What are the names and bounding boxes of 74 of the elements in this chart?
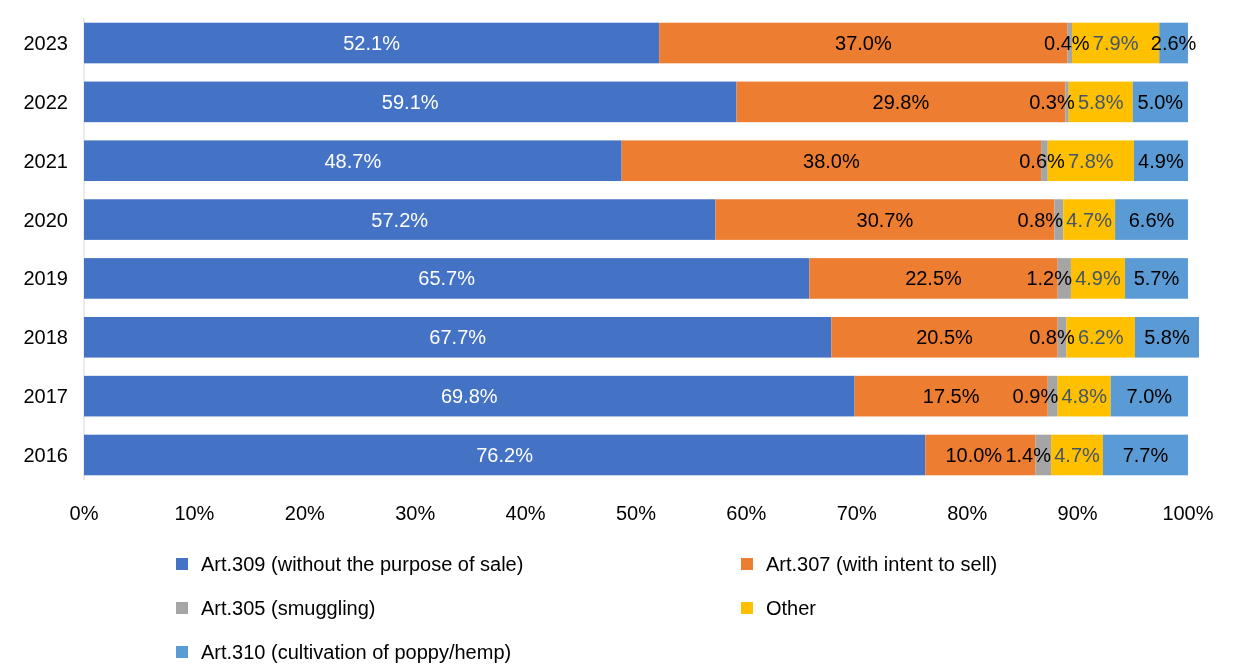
y-tick-label: 2016 [23,443,68,466]
data-label: 59.1% [381,90,439,113]
data-label: 6.6% [1128,208,1175,231]
data-label: 1.2% [1026,267,1073,290]
legend-label: Art.310 (cultivation of poppy/hemp) [201,641,512,663]
data-label: 4.9% [1138,149,1184,172]
data-label: 17.5% [922,385,980,408]
bar [84,316,832,358]
data-label: 5.7% [1133,267,1180,290]
data-label: 0.8% [1017,208,1064,231]
data-label: 67.7% [429,326,487,349]
bar [84,140,622,182]
data-label: 4.7% [1066,208,1113,231]
legend-label: Art.305 (smuggling) [201,597,376,619]
data-label: 0.3% [1029,90,1075,113]
x-tick-label: 100% [1162,502,1214,524]
data-label: 38.0% [803,149,860,172]
data-label: 0.9% [1012,385,1059,408]
data-label: 22.5% [905,267,963,290]
bar [84,375,855,417]
data-label: 1.4% [1005,443,1052,466]
y-tick-label: 2019 [23,267,68,290]
data-label: 5.8% [1077,90,1124,113]
data-label: 29.8% [872,90,930,113]
data-label: 4.7% [1054,443,1101,466]
x-tick-label: 60% [726,502,767,524]
data-label: 7.0% [1126,385,1173,408]
x-tick-label: 10% [174,502,215,524]
data-label: 4.9% [1075,267,1121,290]
x-tick-label: 30% [395,502,436,524]
data-label: 6.2% [1077,326,1124,349]
bar [1115,199,1188,240]
data-label: 69.8% [440,385,498,408]
y-tick-label: 2018 [23,326,68,349]
bar [1102,434,1188,476]
data-label: 37.0% [835,32,892,55]
y-tick-label: 2022 [23,90,68,113]
legend-label: Art.307 (with intent to sell) [766,553,998,575]
y-tick-label: 2023 [23,32,68,55]
data-label: 76.2% [476,443,534,466]
bar [1125,258,1188,299]
data-label: 10.0% [945,443,1003,466]
data-label: 5.8% [1144,326,1190,349]
y-tick-label: 2017 [23,385,68,408]
bar [84,199,716,240]
bar [84,81,737,123]
data-label: 4.8% [1061,385,1108,408]
data-label: 65.7% [418,267,476,290]
x-tick-label: 20% [284,502,326,524]
data-label: 57.2% [371,208,429,231]
data-label: 0.6% [1019,149,1066,172]
data-label: 7.7% [1122,443,1169,466]
data-label: 30.7% [856,208,914,231]
bar [84,22,660,64]
data-label: 7.9% [1092,32,1139,55]
data-label: 20.5% [916,326,974,349]
x-tick-label: 70% [836,502,877,524]
bar [84,434,926,476]
x-tick-label: 80% [947,502,988,524]
x-tick-label: 0% [69,502,99,524]
data-label: 0.8% [1029,326,1075,349]
data-label: 0.4% [1044,32,1090,55]
x-tick-label: 90% [1057,502,1098,524]
y-tick-label: 2020 [23,208,68,231]
legend-label: Other [766,597,817,619]
data-label: 7.8% [1068,149,1114,172]
data-label: 48.7% [324,149,382,172]
data-label: 5.0% [1137,90,1184,113]
legend-label: Art.309 (without the purpose of sale) [201,553,524,575]
y-tick-label: 2021 [23,149,68,172]
x-tick-label: 40% [505,502,546,524]
data-label: 52.1% [343,32,401,55]
x-tick-label: 50% [615,502,657,524]
bar [84,258,810,299]
